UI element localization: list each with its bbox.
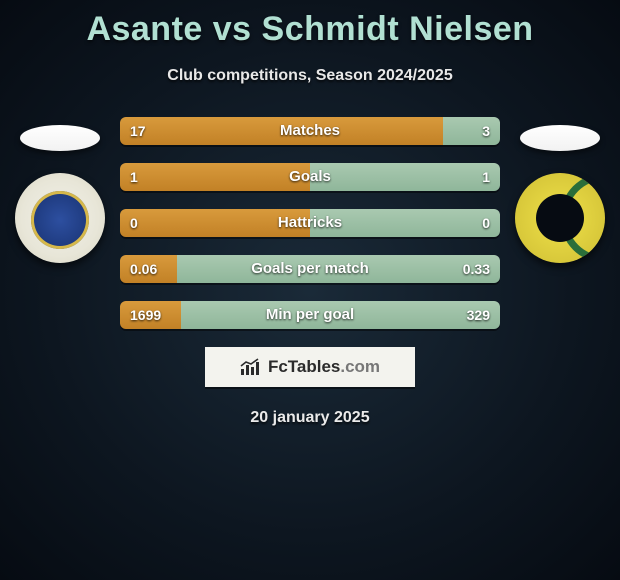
- date-label: 20 january 2025: [0, 409, 620, 427]
- chart-icon: [240, 358, 262, 376]
- stat-val-right: 0: [482, 209, 490, 237]
- page-title: Asante vs Schmidt Nielsen: [0, 0, 620, 49]
- stats-bars: 17 Matches 3 1 Goals 1 0 Hattricks 0 0.0…: [120, 117, 500, 329]
- subtitle: Club competitions, Season 2024/2025: [0, 67, 620, 85]
- stat-bar-min-per-goal: 1699 Min per goal 329: [120, 301, 500, 329]
- stat-bar-hattricks: 0 Hattricks 0: [120, 209, 500, 237]
- stat-bar-goals-per-match: 0.06 Goals per match 0.33: [120, 255, 500, 283]
- stat-label: Matches: [120, 117, 500, 145]
- club-crest-right: [515, 173, 605, 263]
- player-right-box: [500, 125, 620, 263]
- flag-right: [520, 125, 600, 151]
- flag-left: [20, 125, 100, 151]
- stat-label: Hattricks: [120, 209, 500, 237]
- watermark-domain: .com: [340, 357, 380, 376]
- stat-val-right: 3: [482, 117, 490, 145]
- stat-val-right: 329: [467, 301, 490, 329]
- stat-label: Min per goal: [120, 301, 500, 329]
- player-left-box: [0, 125, 120, 263]
- stat-bar-matches: 17 Matches 3: [120, 117, 500, 145]
- stat-bar-goals: 1 Goals 1: [120, 163, 500, 191]
- stat-label: Goals per match: [120, 255, 500, 283]
- watermark: FcTables.com: [205, 347, 415, 387]
- stat-val-right: 1: [482, 163, 490, 191]
- club-crest-left: [15, 173, 105, 263]
- watermark-brand: FcTables: [268, 357, 340, 376]
- stat-val-right: 0.33: [463, 255, 490, 283]
- stat-label: Goals: [120, 163, 500, 191]
- watermark-text: FcTables.com: [268, 357, 380, 377]
